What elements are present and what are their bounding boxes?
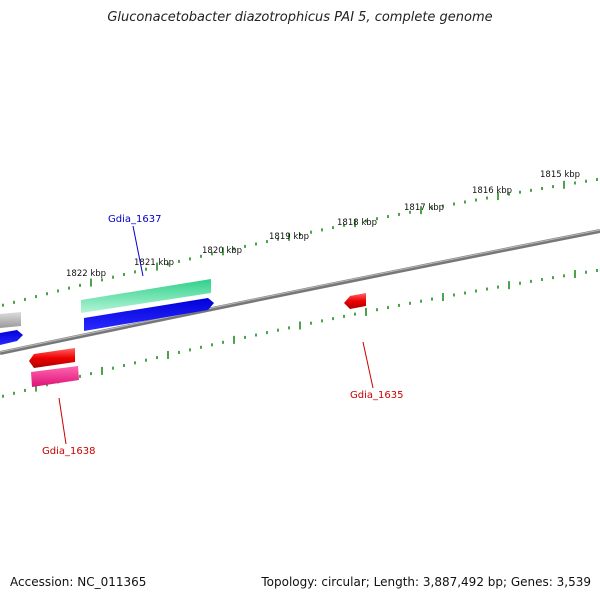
- tick-label-1817: 1817 kbp: [404, 203, 444, 213]
- gene-feature-blue-left[interactable]: [0, 330, 23, 345]
- gene-feature-gdia-1635[interactable]: [344, 293, 366, 309]
- genome-backbone-highlight: [0, 229, 600, 353]
- leader-line-gdia-1638: [58, 397, 67, 445]
- tick-label-1818: 1818 kbp: [337, 218, 377, 228]
- tick-label-1816: 1816 kbp: [472, 186, 512, 196]
- tick-label-1821: 1821 kbp: [134, 258, 174, 268]
- leader-line-gdia-1637: [132, 225, 144, 277]
- gene-label-gdia-1638[interactable]: Gdia_1638: [42, 446, 95, 457]
- gene-feature-gdia-1638-red[interactable]: [29, 348, 75, 368]
- leader-line-gdia-1635: [362, 341, 374, 389]
- gene-feature-gdia-1637[interactable]: [84, 298, 214, 331]
- gene-label-gdia-1635[interactable]: Gdia_1635: [350, 390, 403, 401]
- gene-feature-grey-left[interactable]: [0, 312, 21, 328]
- inner-tick-ring: [2, 268, 598, 398]
- tick-label-1815: 1815 kbp: [540, 170, 580, 180]
- genome-summary-text: Topology: circular; Length: 3,887,492 bp…: [261, 575, 591, 589]
- outer-tick-ring: [2, 177, 598, 307]
- genome-backbone: [0, 229, 600, 355]
- accession-text: Accession: NC_011365: [10, 575, 147, 589]
- map-title: Gluconacetobacter diazotrophicus PAI 5, …: [107, 10, 493, 25]
- tick-label-1822: 1822 kbp: [66, 269, 106, 279]
- gene-feature-gdia-1638[interactable]: [31, 366, 79, 387]
- gene-feature-gdia-1637-teal[interactable]: [81, 279, 211, 313]
- tick-label-1819: 1819 kbp: [269, 232, 309, 242]
- gene-label-gdia-1637[interactable]: Gdia_1637: [108, 214, 161, 225]
- tick-label-1820: 1820 kbp: [202, 246, 242, 256]
